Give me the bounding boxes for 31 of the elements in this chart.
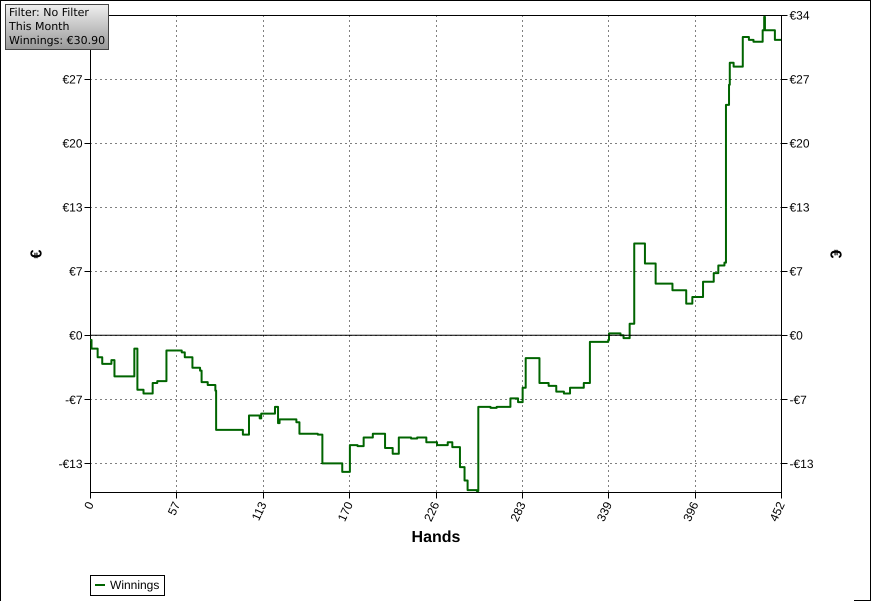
x-tick-label: 396 — [680, 499, 702, 524]
y-tick-label: -€7 — [65, 392, 83, 407]
annotation: Winnings: €30.90 — [9, 34, 106, 48]
legend-label: Winnings — [110, 578, 160, 592]
y-tick-label: €27 — [62, 72, 83, 87]
y2-tick-label: €0 — [790, 328, 804, 343]
y2-tick-label: €13 — [790, 200, 810, 215]
y2-tick-label: €7 — [790, 264, 804, 279]
x-axis-title: Hands — [412, 529, 461, 546]
x-tick-label: 57 — [164, 499, 184, 518]
y2-tick-label: €27 — [790, 72, 810, 87]
y-tick-label: €20 — [62, 136, 83, 151]
y-tick-label: €7 — [69, 264, 83, 279]
x-tick-label: 0 — [81, 499, 97, 512]
x-tick-label: 452 — [766, 499, 788, 524]
x-tick-label: 283 — [508, 499, 529, 524]
text: This Month — [9, 20, 70, 34]
y2-axis-title: € — [826, 250, 844, 259]
y2-tick-label: -€13 — [790, 456, 814, 471]
x-tick-label: 170 — [334, 499, 356, 524]
y2-tick-label: €20 — [790, 136, 810, 151]
y-tick-label: €0 — [69, 328, 83, 343]
y-tick-label: €13 — [62, 200, 83, 215]
text: Filter: No Filter — [9, 6, 90, 20]
x-tick-label: 339 — [594, 499, 616, 524]
y-axis-title: € — [28, 249, 46, 258]
x-tick-label: 226 — [421, 499, 442, 524]
y2-tick-label: €34 — [790, 8, 810, 22]
y2-tick-label: -€7 — [790, 392, 808, 407]
y-tick-label: -€13 — [58, 456, 83, 471]
x-tick-label: 113 — [248, 499, 270, 523]
